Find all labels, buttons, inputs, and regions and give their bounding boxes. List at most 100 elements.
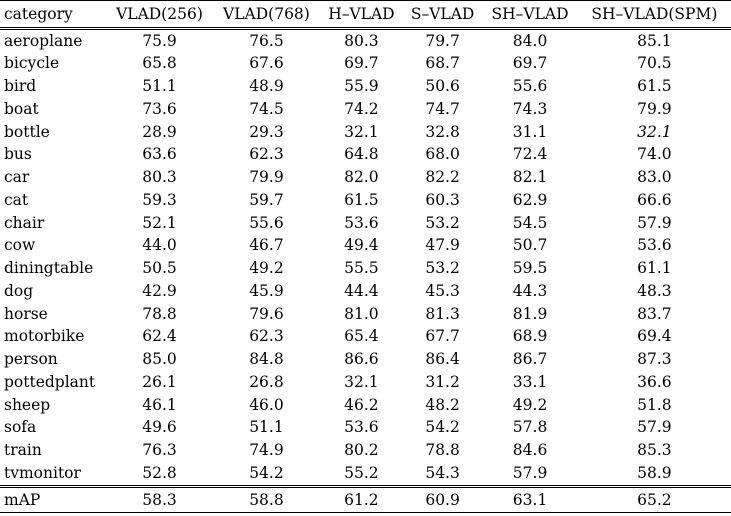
footer-cell: 58.8 [212,485,320,513]
footer-cell: 61.2 [319,485,403,513]
table-cell: 79.6 [249,304,284,323]
table-cell: 54.3 [425,463,460,482]
table-cell: 81.0 [344,304,379,323]
table-cell: 68.0 [425,145,460,164]
table-row: boat 73.6 74.5 74.2 74.7 74.3 79.9 [0,98,731,121]
table-cell: 44.4 [344,281,379,300]
row-label: car [4,168,30,187]
table-cell: 83.0 [637,168,672,187]
table-cell: 74.2 [344,99,379,118]
table-cell: 48.9 [249,77,284,96]
footer-cell: 65.2 [577,485,731,513]
table-cell: 74.5 [249,99,284,118]
table-cell: 48.3 [637,281,672,300]
table-cell: 74.9 [249,441,284,460]
table-cell: 75.9 [142,31,177,50]
table-cell: 60.3 [425,190,460,209]
row-label: person [4,350,58,369]
row-label: bottle [4,122,50,141]
table-cell: 55.9 [344,77,379,96]
table-cell: 70.5 [637,54,672,73]
table-body: aeroplane 75.9 76.5 80.3 79.7 84.0 85.1 bicycle… [0,29,731,487]
row-label: pottedplant [4,372,96,391]
table-cell: 51.1 [142,77,177,96]
table-row: cat 59.3 59.7 61.5 60.3 62.9 66.6 [0,189,731,212]
table-cell: 26.1 [142,372,177,391]
table-row: cow 44.0 46.7 49.4 47.9 50.7 53.6 [0,235,731,258]
table-cell: 46.1 [142,395,177,414]
table-row: horse 78.8 79.6 81.0 81.3 81.9 83.7 [0,303,731,326]
table-cell: 74.0 [637,145,672,164]
table-cell: 69.7 [512,54,548,73]
table-cell: 57.8 [512,418,548,437]
table-row: tvmonitor 52.8 54.2 55.2 54.3 57.9 58.9 [0,462,731,486]
table-cell: 86.7 [512,350,548,369]
table-cell: 55.2 [344,463,379,482]
table-cell: 53.6 [344,418,379,437]
table-cell: 67.7 [425,327,460,346]
table-cell: 44.3 [512,281,548,300]
table-cell: 80.3 [142,168,177,187]
table-cell: 69.4 [637,327,672,346]
table-cell: 42.9 [142,281,177,300]
table-cell: 58.9 [637,463,672,482]
table-cell: 31.1 [512,122,548,141]
table-cell: 76.5 [249,31,284,50]
row-label: chair [4,213,45,232]
table-cell: 53.6 [344,213,379,232]
table-cell: 57.9 [512,463,548,482]
table-cell: 65.4 [344,327,379,346]
header-vlad-256: VLAD(256) [106,0,213,30]
table-row: chair 52.1 55.6 53.6 53.2 54.5 57.9 [0,212,731,235]
table-cell: 55.6 [249,213,284,232]
row-label: cat [4,190,29,209]
table-cell: 53.2 [425,259,460,278]
header-sh-vlad-spm: SH–VLAD(SPM) [577,0,731,30]
table-cell: 49.2 [249,259,284,278]
table-cell: 53.2 [425,213,460,232]
table-cell: 50.6 [425,77,460,96]
header-row: category VLAD(256) VLAD(768) H–VLAD S–VL… [0,0,731,30]
row-label: horse [4,304,48,323]
table-row: bus 63.6 62.3 64.8 68.0 72.4 74.0 [0,144,731,167]
table-row: motorbike 62.4 62.3 65.4 67.7 68.9 69.4 [0,326,731,349]
table-cell: 52.8 [142,463,177,482]
table-cell: 79.7 [425,31,460,50]
table-cell: 62.9 [512,190,548,209]
table-cell: 54.2 [425,418,460,437]
table-cell: 64.8 [344,145,379,164]
header-h-vlad: H–VLAD [319,0,403,30]
table-cell: 57.9 [637,213,672,232]
table-cell: 28.9 [142,122,177,141]
table-cell: 62.3 [249,145,284,164]
table-cell: 45.3 [425,281,460,300]
row-label: bird [4,77,37,96]
table-row: sheep 46.1 46.0 46.2 48.2 49.2 51.8 [0,394,731,417]
table-cell: 32.1 [344,122,379,141]
table-cell: 51.8 [637,395,672,414]
header-vlad-768: VLAD(768) [212,0,320,30]
table-cell: 57.9 [637,418,672,437]
table-cell: 49.2 [512,395,548,414]
footer-cell: 60.9 [402,485,483,513]
table-row: bicycle 65.8 67.6 69.7 68.7 69.7 70.5 [0,53,731,76]
table-cell: 36.6 [637,372,672,391]
table-cell: 85.1 [637,31,672,50]
table-cell: 74.7 [425,99,460,118]
table-row: sofa 49.6 51.1 53.6 54.2 57.8 57.9 [0,417,731,440]
table-cell: 68.7 [425,54,460,73]
table-cell: 63.6 [142,145,177,164]
table-cell: 32.8 [425,122,460,141]
table-row: aeroplane 75.9 76.5 80.3 79.7 84.0 85.1 [0,29,731,53]
row-label: motorbike [4,327,85,346]
table-cell: 79.9 [249,168,284,187]
table-cell: 46.2 [344,395,379,414]
header-s-vlad: S–VLAD [402,0,483,30]
table-cell: 61.5 [637,77,672,96]
table-cell: 62.3 [249,327,284,346]
table-cell: 55.5 [344,259,379,278]
table-cell: 44.0 [142,236,177,255]
row-label: aeroplane [4,31,83,50]
table-cell: 86.6 [344,350,379,369]
